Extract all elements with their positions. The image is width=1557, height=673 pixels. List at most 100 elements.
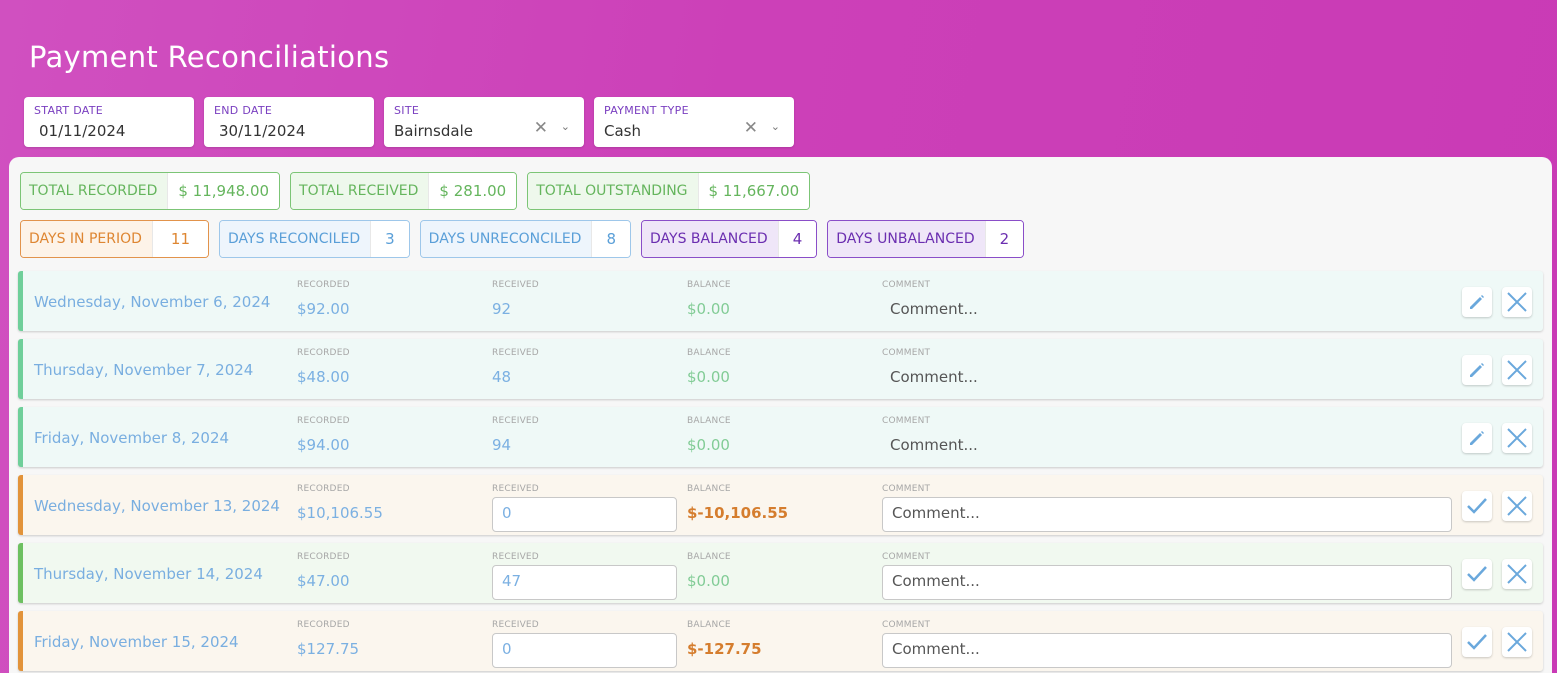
stat-label: DAYS UNBALANCED [828, 221, 985, 257]
balance-label: BALANCE [687, 416, 731, 426]
cancel-button[interactable] [1502, 355, 1532, 385]
payment-type-select[interactable]: PAYMENT TYPE Cash ✕ ⌄ [594, 97, 794, 147]
confirm-button[interactable] [1462, 627, 1492, 657]
recorded-value: $10,106.55 [297, 504, 383, 522]
list-item: Thursday, November 14, 2024 RECORDED $47… [18, 543, 1543, 603]
site-value[interactable]: Bairnsdale [394, 122, 473, 140]
received-value: 92 [492, 300, 512, 318]
close-icon [1507, 496, 1527, 516]
cancel-button[interactable] [1502, 423, 1532, 453]
balance-value: $0.00 [687, 436, 730, 454]
filter-bar: START DATE 01/11/2024 END DATE 30/11/202… [24, 97, 804, 147]
clear-icon[interactable]: ✕ [533, 118, 548, 138]
reconciliation-list: Wednesday, November 6, 2024 RECORDED $92… [18, 271, 1543, 673]
received-value: 48 [492, 368, 512, 386]
edit-button[interactable] [1462, 355, 1492, 385]
start-date-label: START DATE [34, 104, 104, 117]
received-input[interactable]: 0 [492, 497, 677, 532]
cancel-button[interactable] [1502, 287, 1532, 317]
recorded-value: $127.75 [297, 640, 360, 658]
total-received-badge: TOTAL RECEIVED $ 281.00 [290, 172, 518, 210]
stat-value: $ 11,948.00 [167, 173, 280, 209]
balance-label: BALANCE [687, 552, 731, 562]
close-icon [1507, 564, 1527, 584]
list-item: Wednesday, November 13, 2024 RECORDED $1… [18, 475, 1543, 535]
site-select[interactable]: SITE Bairnsdale ✕ ⌄ [384, 97, 584, 147]
list-item: Thursday, November 7, 2024 RECORDED $48.… [18, 339, 1543, 399]
recorded-value: $92.00 [297, 300, 350, 318]
start-date-value[interactable]: 01/11/2024 [39, 122, 126, 140]
comment-label: COMMENT [882, 416, 931, 426]
balance-value: $-127.75 [687, 640, 762, 658]
totals-row: TOTAL RECORDED $ 11,948.00 TOTAL RECEIVE… [20, 172, 820, 210]
row-date: Wednesday, November 13, 2024 [34, 497, 280, 515]
row-date: Friday, November 8, 2024 [34, 429, 230, 447]
recorded-label: RECORDED [297, 348, 350, 358]
balance-label: BALANCE [687, 484, 731, 494]
days-unreconciled-badge[interactable]: DAYS UNRECONCILED 8 [419, 220, 632, 258]
stat-value: 4 [777, 221, 817, 257]
stat-value: 8 [591, 221, 631, 257]
list-item: Friday, November 15, 2024 RECORDED $127.… [18, 611, 1543, 671]
balance-label: BALANCE [687, 620, 731, 630]
edit-button[interactable] [1462, 287, 1492, 317]
cancel-button[interactable] [1502, 559, 1532, 589]
comment-input[interactable]: Comment... [882, 565, 1452, 600]
balance-label: BALANCE [687, 280, 731, 290]
stat-label: DAYS BALANCED [642, 221, 778, 257]
stat-label: DAYS RECONCILED [220, 221, 371, 257]
received-label: RECEIVED [492, 620, 539, 630]
total-outstanding-badge: TOTAL OUTSTANDING $ 11,667.00 [527, 172, 811, 210]
received-value: 94 [492, 436, 512, 454]
days-unbalanced-badge[interactable]: DAYS UNBALANCED 2 [827, 220, 1025, 258]
end-date-field[interactable]: END DATE 30/11/2024 [204, 97, 374, 147]
close-icon [1507, 428, 1527, 448]
days-balanced-badge[interactable]: DAYS BALANCED 4 [641, 220, 818, 258]
site-label: SITE [394, 104, 420, 117]
comment-label: COMMENT [882, 280, 931, 290]
close-icon [1507, 292, 1527, 312]
recorded-label: RECORDED [297, 620, 350, 630]
checkmark-icon [1467, 498, 1487, 514]
list-item: Wednesday, November 6, 2024 RECORDED $92… [18, 271, 1543, 331]
comment-input[interactable]: Comment... [882, 497, 1452, 532]
comment-label: COMMENT [882, 348, 931, 358]
cancel-button[interactable] [1502, 627, 1532, 657]
comment-label: COMMENT [882, 484, 931, 494]
stat-value: $ 11,667.00 [697, 173, 810, 209]
received-label: RECEIVED [492, 552, 539, 562]
start-date-field[interactable]: START DATE 01/11/2024 [24, 97, 194, 147]
stat-value: $ 281.00 [428, 173, 517, 209]
stat-label: TOTAL RECEIVED [291, 173, 429, 209]
confirm-button[interactable] [1462, 491, 1492, 521]
received-label: RECEIVED [492, 484, 539, 494]
payment-type-value[interactable]: Cash [604, 122, 641, 140]
comment-label: COMMENT [882, 552, 931, 562]
chevron-down-icon[interactable]: ⌄ [770, 120, 780, 133]
checkmark-icon [1467, 634, 1487, 650]
days-in-period-badge: DAYS IN PERIOD 11 [20, 220, 210, 258]
row-date: Friday, November 15, 2024 [34, 633, 239, 651]
clear-icon[interactable]: ✕ [743, 118, 758, 138]
balance-value: $0.00 [687, 368, 730, 386]
confirm-button[interactable] [1462, 559, 1492, 589]
recorded-value: $47.00 [297, 572, 350, 590]
days-reconciled-badge[interactable]: DAYS RECONCILED 3 [219, 220, 410, 258]
stat-label: DAYS UNRECONCILED [420, 221, 592, 257]
payment-type-label: PAYMENT TYPE [604, 104, 689, 117]
chevron-down-icon[interactable]: ⌄ [560, 120, 570, 133]
received-label: RECEIVED [492, 280, 539, 290]
stat-label: TOTAL OUTSTANDING [528, 173, 698, 209]
list-item: Friday, November 8, 2024 RECORDED $94.00… [18, 407, 1543, 467]
recorded-value: $48.00 [297, 368, 350, 386]
comment-input[interactable]: Comment... [882, 633, 1452, 668]
received-input[interactable]: 0 [492, 633, 677, 668]
received-input[interactable]: 47 [492, 565, 677, 600]
row-date: Thursday, November 7, 2024 [34, 361, 254, 379]
received-label: RECEIVED [492, 348, 539, 358]
edit-button[interactable] [1462, 423, 1492, 453]
total-recorded-badge: TOTAL RECORDED $ 11,948.00 [20, 172, 281, 210]
end-date-value[interactable]: 30/11/2024 [219, 122, 306, 140]
pencil-icon [1470, 431, 1484, 445]
cancel-button[interactable] [1502, 491, 1532, 521]
